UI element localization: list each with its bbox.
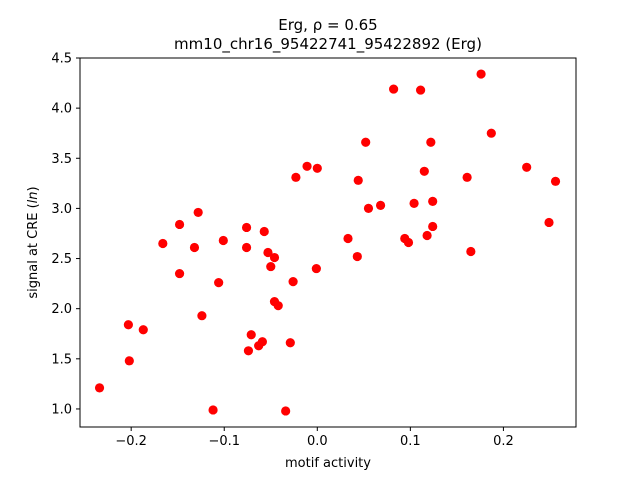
data-point <box>243 346 254 356</box>
data-point <box>266 261 276 272</box>
data-point <box>311 263 321 274</box>
data-point <box>428 221 438 232</box>
data-point <box>197 311 207 321</box>
x-tick-label: −0.2 <box>115 434 147 449</box>
data-point <box>302 161 312 171</box>
y-tick-label: 4.5 <box>51 52 72 67</box>
data-point <box>124 356 134 366</box>
data-point <box>312 163 322 173</box>
data-point <box>281 406 291 416</box>
data-point <box>426 137 436 147</box>
data-point <box>353 175 363 185</box>
chart-title-line1: Erg, ρ = 0.65 <box>278 16 377 34</box>
x-tick-label: 0.2 <box>493 434 514 449</box>
data-point <box>257 337 267 347</box>
chart-title-line2: mm10_chr16_95422741_95422892 (Erg) <box>174 35 482 54</box>
y-tick-label: 1.0 <box>51 402 72 417</box>
x-axis-label: motif activity <box>285 456 371 471</box>
data-point <box>291 172 301 182</box>
data-point <box>138 325 148 335</box>
data-point <box>375 200 386 210</box>
y-tick-label: 3.5 <box>51 152 72 167</box>
data-point <box>389 84 399 94</box>
data-point <box>208 405 218 415</box>
data-point <box>158 238 168 249</box>
x-tick-label: 0.1 <box>400 434 421 449</box>
data-point <box>246 330 256 340</box>
data-point <box>409 198 419 208</box>
data-point <box>486 128 496 138</box>
data-point <box>174 219 185 230</box>
data-point <box>476 69 486 79</box>
data-point <box>363 203 374 214</box>
data-point <box>422 230 432 241</box>
data-point <box>288 277 298 287</box>
y-axis-label: signal at CRE (ln) <box>26 186 41 298</box>
data-point <box>466 246 476 257</box>
data-point <box>343 233 353 244</box>
data-points <box>94 69 561 416</box>
data-point <box>259 226 269 237</box>
data-point <box>415 85 426 95</box>
data-point <box>361 137 371 147</box>
x-tick-label: 0.0 <box>307 434 328 449</box>
data-point <box>218 235 228 246</box>
data-point <box>419 166 429 176</box>
data-point <box>462 172 472 182</box>
data-point <box>214 278 224 288</box>
axis-ticks: −0.2 −0.1 0.0 0.1 0.2 1.0 1.5 2.0 2.5 3.0 3.5 4.0 4.… <box>51 52 513 450</box>
y-tick-label: 1.5 <box>51 352 72 367</box>
y-tick-label: 3.0 <box>51 202 72 217</box>
x-tick-label: −0.1 <box>208 434 240 449</box>
data-point <box>123 320 133 330</box>
data-point <box>352 251 362 262</box>
data-point <box>241 242 252 253</box>
plot-area-frame <box>79 57 577 428</box>
data-point <box>273 301 283 311</box>
data-point <box>193 207 203 218</box>
data-point <box>94 383 105 393</box>
data-point <box>269 252 280 263</box>
y-tick-label: 2.5 <box>51 252 72 267</box>
data-point <box>174 268 185 279</box>
y-tick-label: 2.0 <box>51 302 72 317</box>
y-tick-label: 4.0 <box>51 102 72 117</box>
data-point <box>189 242 200 253</box>
data-point <box>428 196 438 206</box>
data-point <box>263 247 273 258</box>
data-point <box>285 338 295 348</box>
data-point <box>241 222 252 233</box>
data-point <box>544 217 554 228</box>
data-point <box>403 237 414 248</box>
data-point <box>550 176 561 186</box>
data-point <box>522 162 532 172</box>
